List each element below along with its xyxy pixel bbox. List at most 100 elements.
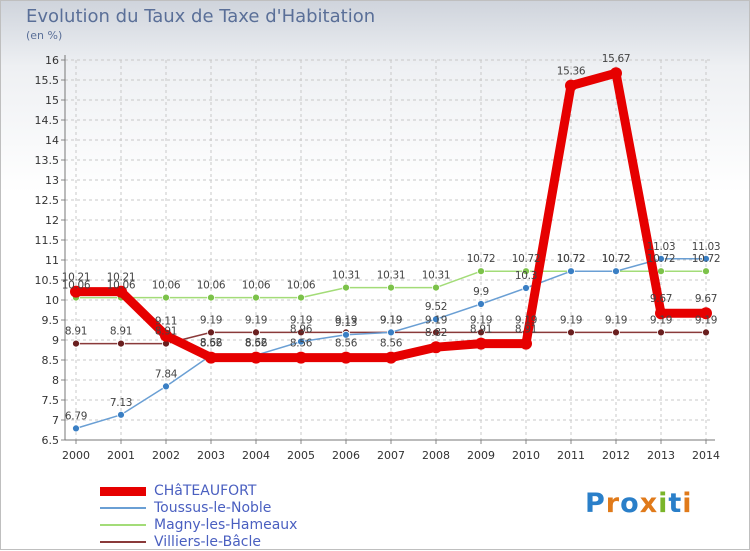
data-label: 8.56 xyxy=(380,338,403,350)
y-tick-label: 16 xyxy=(45,54,59,67)
data-label: 7.13 xyxy=(110,397,132,409)
data-label: 8.82 xyxy=(425,327,447,339)
data-point xyxy=(115,285,127,298)
y-tick-label: 7.5 xyxy=(42,394,60,407)
data-point xyxy=(477,328,485,337)
data-label: 9.67 xyxy=(695,293,717,305)
data-point xyxy=(297,328,305,337)
logo-letter: P xyxy=(585,488,606,519)
data-label: 10.72 xyxy=(557,253,586,265)
data-point xyxy=(70,285,82,298)
legend-swatch xyxy=(100,524,146,526)
data-point xyxy=(565,79,577,92)
y-tick-label: 6.5 xyxy=(42,434,60,447)
data-label: 9.67 xyxy=(650,293,672,305)
legend-swatch xyxy=(100,507,146,509)
data-point xyxy=(432,315,440,324)
x-tick-label: 2004 xyxy=(242,449,270,462)
x-tick-label: 2008 xyxy=(422,449,450,462)
data-point xyxy=(72,424,80,433)
data-point xyxy=(387,283,395,292)
data-label: 8.56 xyxy=(290,338,313,350)
legend-swatch xyxy=(100,541,146,543)
data-point xyxy=(205,351,217,364)
y-tick-label: 11 xyxy=(45,254,59,267)
data-label: 9.19 xyxy=(380,314,402,326)
legend-item-chateaufort: CHâTEAUFORT xyxy=(100,483,400,500)
y-tick-label: 12 xyxy=(45,214,59,227)
data-label: 7.84 xyxy=(155,368,178,380)
data-label: 8.62 xyxy=(200,337,222,349)
data-label: 10.21 xyxy=(107,272,136,284)
data-point xyxy=(117,410,125,419)
data-label: 9.19 xyxy=(470,314,492,326)
data-point xyxy=(522,284,530,292)
data-point xyxy=(700,307,712,320)
data-label: 15.36 xyxy=(557,66,586,78)
x-tick-label: 2013 xyxy=(647,449,675,462)
y-tick-label: 13 xyxy=(45,174,59,187)
data-label: 9.19 xyxy=(290,314,312,326)
x-tick-label: 2009 xyxy=(467,449,495,462)
y-tick-label: 10.5 xyxy=(35,274,60,287)
data-point xyxy=(657,328,665,337)
y-tick-label: 9.5 xyxy=(42,314,60,327)
data-label: 9.13 xyxy=(335,317,357,329)
data-label: 10.72 xyxy=(467,253,496,265)
data-point xyxy=(657,267,665,276)
data-label: 9.52 xyxy=(425,301,447,313)
data-point xyxy=(477,267,485,276)
y-tick-label: 9 xyxy=(52,334,59,347)
x-tick-label: 2010 xyxy=(512,449,540,462)
logo-letter: i xyxy=(658,488,669,519)
x-tick-label: 2011 xyxy=(557,449,585,462)
data-label: 8.62 xyxy=(245,337,267,349)
y-tick-label: 14 xyxy=(45,134,59,147)
y-tick-label: 14.5 xyxy=(35,114,60,127)
data-point xyxy=(475,337,487,350)
x-tick-label: 2005 xyxy=(287,449,315,462)
data-label: 10.72 xyxy=(647,253,676,265)
data-point xyxy=(162,293,170,302)
legend-label: Magny-les-Hameaux xyxy=(154,517,298,533)
y-tick-label: 13.5 xyxy=(35,154,60,167)
y-tick-label: 7 xyxy=(52,414,59,427)
data-point xyxy=(567,328,575,337)
data-point xyxy=(342,330,350,339)
data-point xyxy=(342,283,350,292)
y-tick-label: 15.5 xyxy=(35,74,60,87)
data-label: 8.91 xyxy=(155,326,177,338)
data-label: 8.91 xyxy=(470,324,492,336)
x-tick-label: 2001 xyxy=(107,449,135,462)
data-label: 10.72 xyxy=(692,253,721,265)
data-label: 8.56 xyxy=(200,338,223,350)
data-point xyxy=(250,351,262,364)
data-point xyxy=(72,339,80,348)
legend-label: CHâTEAUFORT xyxy=(154,483,257,499)
x-tick-label: 2014 xyxy=(692,449,720,462)
y-tick-label: 8 xyxy=(52,374,59,387)
data-label: 9.19 xyxy=(605,314,627,326)
legend-item-magny-les-hameaux: Magny-les-Hameaux xyxy=(100,517,400,534)
data-point xyxy=(702,254,710,263)
x-tick-label: 2006 xyxy=(332,449,360,462)
logo-letter: x xyxy=(639,488,659,519)
data-point xyxy=(297,337,305,346)
data-point xyxy=(655,307,667,320)
data-label: 9.19 xyxy=(380,314,402,326)
proxiti-logo: Proxiti xyxy=(585,488,693,519)
x-tick-label: 2002 xyxy=(152,449,180,462)
data-label: 10.72 xyxy=(602,253,631,265)
data-label: 9.11 xyxy=(155,316,177,328)
data-label: 9.19 xyxy=(245,314,267,326)
data-point xyxy=(295,351,307,364)
data-point xyxy=(207,293,215,302)
data-point xyxy=(612,328,620,337)
y-tick-label: 15 xyxy=(45,94,59,107)
data-point xyxy=(430,341,442,354)
data-point xyxy=(252,328,260,337)
data-point xyxy=(432,283,440,292)
data-label: 10.06 xyxy=(242,280,271,292)
